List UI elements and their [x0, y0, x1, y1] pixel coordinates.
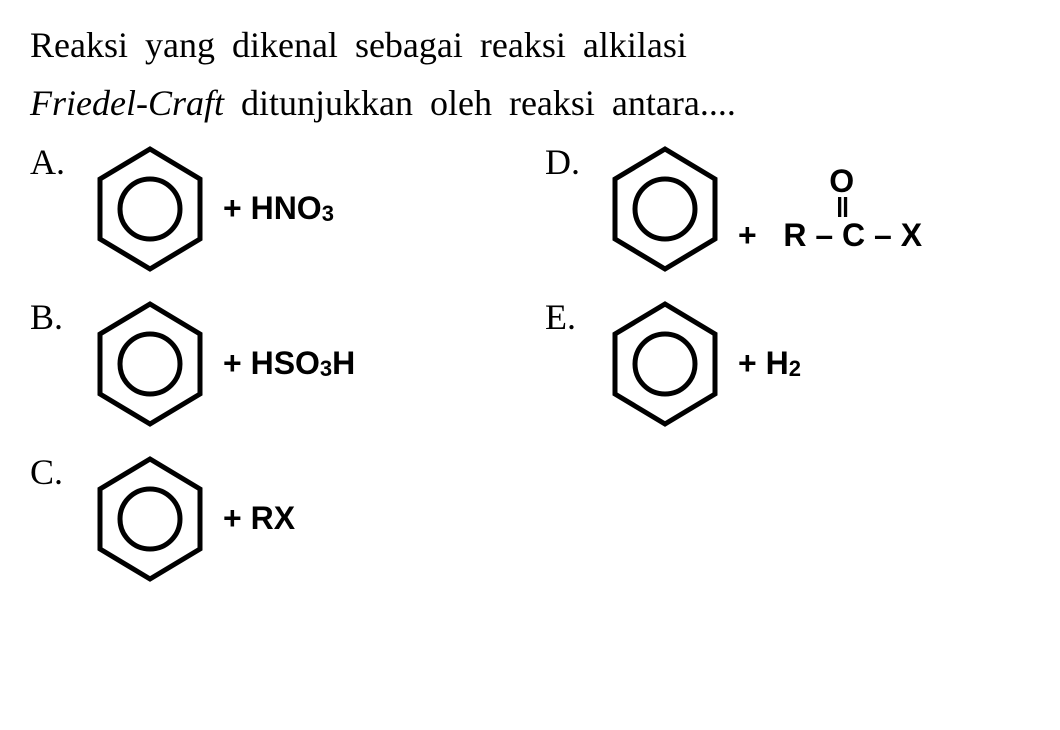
formula-a: + HNO3 — [223, 190, 334, 227]
formula-b: + HSO3H — [223, 345, 355, 382]
q-word: alkilasi — [583, 25, 687, 65]
answer-content-c: + RX — [85, 449, 295, 589]
answer-a: A. + HNO3 — [30, 139, 515, 279]
answer-content-a: + HNO3 — [85, 139, 334, 279]
formula-e: + H2 — [738, 345, 801, 382]
question-line-1: Reaksi yang dikenal sebagai reaksi alkil… — [30, 20, 1030, 70]
plus-sign: + — [738, 217, 757, 253]
double-bond-icon: ‖ — [836, 200, 848, 217]
answer-content-b: + HSO3H — [85, 294, 355, 434]
answer-label-c: C. — [30, 449, 70, 490]
q-word: dikenal — [232, 25, 338, 65]
formula-text: R – C – X — [783, 217, 922, 253]
plus-sign: + — [223, 500, 242, 537]
formula-text: HNO — [251, 190, 322, 227]
answers-grid: A. + HNO3 D. — [30, 139, 1030, 589]
answer-label-d: D. — [545, 139, 585, 180]
q-rest: ditunjukkan oleh reaksi antara.... — [241, 83, 736, 123]
formula-sub: 2 — [789, 356, 801, 382]
answer-b: B. + HSO3H — [30, 294, 515, 434]
q-word: yang — [145, 25, 215, 65]
plus-sign: + — [738, 345, 757, 382]
answer-c: C. + RX — [30, 449, 515, 589]
formula-text: H — [766, 345, 789, 382]
oxygen-group: O ‖ — [829, 163, 854, 217]
answer-content-e: + H2 — [600, 294, 801, 434]
benzene-icon — [85, 449, 215, 589]
q-word: reaksi — [480, 25, 566, 65]
formula-text: HSO — [251, 345, 320, 382]
benzene-icon — [600, 139, 730, 279]
formula-c: + RX — [223, 500, 295, 537]
answer-e: E. + H2 — [545, 294, 1030, 434]
benzene-icon — [85, 139, 215, 279]
answer-label-a: A. — [30, 139, 70, 180]
rcx-main: + R – C – X — [738, 217, 922, 254]
formula-text: RX — [251, 500, 295, 537]
benzene-icon — [85, 294, 215, 434]
answer-label-b: B. — [30, 294, 70, 335]
answer-content-d: O ‖ + R – C – X — [600, 139, 922, 279]
q-italic: Friedel-Craft — [30, 83, 224, 123]
answer-d: D. O ‖ + R – C – X — [545, 139, 1030, 279]
formula-sub: 3 — [320, 356, 332, 382]
formula-d: O ‖ + R – C – X — [738, 163, 922, 254]
formula-sub: 3 — [322, 201, 334, 227]
plus-sign: + — [223, 190, 242, 227]
formula-text: H — [332, 345, 355, 382]
benzene-icon — [600, 294, 730, 434]
q-word: sebagai — [355, 25, 463, 65]
q-word: Reaksi — [30, 25, 128, 65]
plus-sign: + — [223, 345, 242, 382]
answer-label-e: E. — [545, 294, 585, 335]
question-line-2: Friedel-Craft ditunjukkan oleh reaksi an… — [30, 78, 1030, 128]
